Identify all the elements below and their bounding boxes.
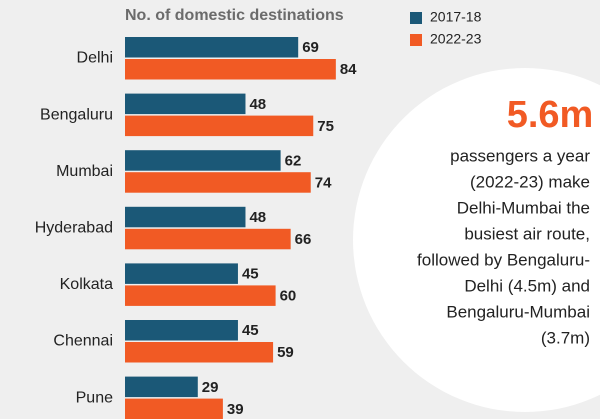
annotation-circle — [353, 68, 600, 412]
value-label: 62 — [285, 152, 302, 169]
annotation-line: Delhi (4.5m) and — [464, 276, 590, 295]
value-label: 74 — [315, 174, 332, 191]
annotation-line: Bengaluru-Mumbai — [446, 302, 590, 321]
legend-label: 2022-23 — [430, 31, 482, 47]
legend-swatch — [410, 12, 422, 24]
value-label: 29 — [202, 379, 219, 396]
category-label: Delhi — [77, 50, 113, 67]
bar — [125, 206, 246, 228]
annotation-highlight: 5.6m — [507, 94, 594, 136]
category-label: Chennai — [53, 333, 113, 350]
category-label: Bengaluru — [40, 106, 113, 123]
bar — [125, 59, 336, 80]
category-label: Pune — [76, 389, 113, 406]
annotation-line: (3.7m) — [541, 328, 590, 347]
value-label: 48 — [249, 209, 266, 226]
value-label: 84 — [340, 61, 357, 78]
bar — [125, 376, 198, 398]
bar — [125, 342, 274, 363]
bar — [125, 37, 299, 58]
category-label: Mumbai — [56, 163, 113, 180]
category-label: Hyderabad — [35, 220, 113, 237]
bar — [125, 263, 238, 284]
value-label: 60 — [280, 288, 297, 305]
annotation-line: Delhi-Mumbai the — [457, 198, 590, 217]
value-label: 75 — [317, 118, 334, 135]
bar — [125, 320, 238, 341]
annotation-line: passengers a year — [450, 146, 590, 165]
bar — [125, 285, 276, 306]
bar — [125, 398, 223, 419]
category-label: Kolkata — [60, 276, 113, 293]
bar — [125, 115, 314, 137]
bar — [125, 228, 291, 250]
value-label: 66 — [295, 231, 312, 248]
annotation-line: busiest air route, — [464, 224, 590, 243]
value-label: 69 — [302, 39, 319, 56]
chart-title: No. of domestic destinations — [125, 7, 344, 24]
annotation-line: followed by Bengaluru- — [417, 250, 590, 269]
legend-swatch — [410, 34, 422, 46]
bar — [125, 93, 246, 115]
value-label: 48 — [249, 96, 266, 113]
bar — [125, 172, 311, 193]
annotation-line: (2022-23) make — [470, 172, 590, 191]
value-label: 59 — [277, 344, 294, 361]
bar — [125, 150, 281, 171]
value-label: 39 — [227, 401, 244, 418]
legend-label: 2017-18 — [430, 9, 482, 25]
value-label: 45 — [242, 266, 259, 283]
value-label: 45 — [242, 322, 259, 339]
